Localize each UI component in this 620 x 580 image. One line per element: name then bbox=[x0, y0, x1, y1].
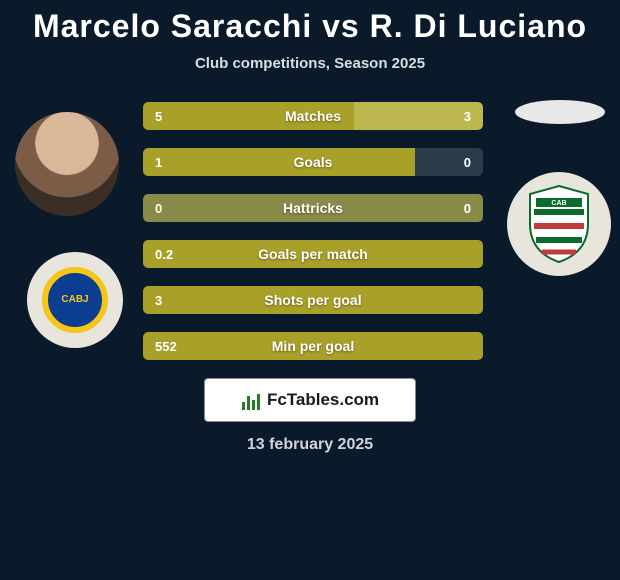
svg-text:CAB: CAB bbox=[551, 200, 566, 207]
stat-label: Matches bbox=[143, 102, 483, 130]
stat-bars: Matches53Goals10Hattricks00Goals per mat… bbox=[143, 102, 483, 360]
club-right-badge: CAB bbox=[507, 172, 611, 276]
stat-value-left: 0 bbox=[155, 194, 162, 222]
stat-label: Hattricks bbox=[143, 194, 483, 222]
stat-row: Shots per goal3 bbox=[143, 286, 483, 314]
stat-value-left: 0.2 bbox=[155, 240, 173, 268]
logo-text: FcTables.com bbox=[267, 390, 379, 410]
club-left-abbr: CABJ bbox=[42, 267, 108, 333]
page-title: Marcelo Saracchi vs R. Di Luciano bbox=[0, 0, 620, 45]
fctables-logo: FcTables.com bbox=[204, 378, 416, 422]
stat-value-left: 1 bbox=[155, 148, 162, 176]
bars-icon bbox=[241, 390, 261, 410]
stat-row: Min per goal552 bbox=[143, 332, 483, 360]
stat-label: Min per goal bbox=[143, 332, 483, 360]
club-right-shield: CAB bbox=[526, 184, 592, 264]
stat-value-right: 3 bbox=[464, 102, 471, 130]
stat-value-left: 5 bbox=[155, 102, 162, 130]
stat-value-left: 3 bbox=[155, 286, 162, 314]
stat-value-right: 0 bbox=[464, 148, 471, 176]
date-label: 13 february 2025 bbox=[0, 436, 620, 454]
stat-row: Hattricks0 0 bbox=[143, 194, 483, 222]
subtitle: Club competitions, Season 2025 bbox=[0, 55, 620, 72]
stat-value-left: 552 bbox=[155, 332, 177, 360]
stat-row: Goals1 0 bbox=[143, 148, 483, 176]
stat-row: Goals per match0.2 bbox=[143, 240, 483, 268]
club-left-badge: CABJ bbox=[27, 252, 123, 348]
stat-value-right: 0 bbox=[464, 194, 471, 222]
player-right-avatar bbox=[515, 100, 605, 124]
stat-label: Shots per goal bbox=[143, 286, 483, 314]
stat-label: Goals bbox=[143, 148, 483, 176]
stat-row: Matches5 3 bbox=[143, 102, 483, 130]
player-left-avatar bbox=[15, 112, 119, 216]
comparison-stage: CABJ CAB Matches53Goals10Hattricks00Goal… bbox=[15, 102, 605, 360]
stat-label: Goals per match bbox=[143, 240, 483, 268]
